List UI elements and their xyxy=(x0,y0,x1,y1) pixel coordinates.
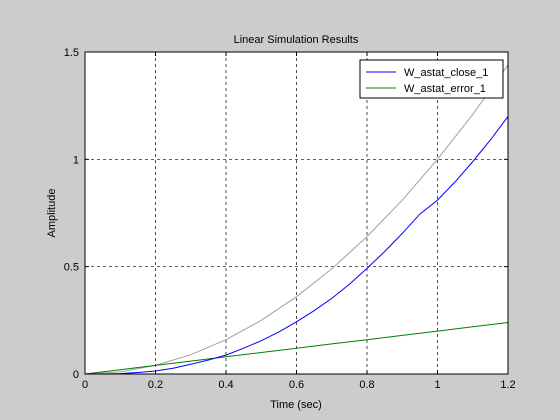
x-tick-label: 0.2 xyxy=(148,379,163,391)
x-tick-label: 0.8 xyxy=(359,379,374,391)
y-tick-label: 1 xyxy=(73,154,79,166)
y-tick-label: 0 xyxy=(73,369,79,381)
x-tick-label: 1 xyxy=(434,379,440,391)
y-axis-label: Amplitude xyxy=(46,189,58,238)
x-axis-label: Time (sec) xyxy=(270,399,322,411)
y-tick-label: 1.5 xyxy=(64,47,79,59)
x-tick-label: 0 xyxy=(82,379,88,391)
chart-title: Linear Simulation Results xyxy=(234,34,359,46)
legend-entry: W_astat_error_1 xyxy=(404,83,486,95)
legend-entry: W_astat_close_1 xyxy=(404,67,488,79)
x-tick-label: 1.2 xyxy=(500,379,515,391)
plot-background xyxy=(85,52,508,374)
ticks: 0 0.2 0.4 0.6 0.8 1 1.2 0 0.5 1 1.5 xyxy=(64,47,516,391)
y-tick-label: 0.5 xyxy=(64,262,79,274)
grid xyxy=(85,52,508,374)
legend-box xyxy=(359,59,504,99)
legend: W_astat_close_1 W_astat_error_1 xyxy=(359,59,504,99)
series-line-1 xyxy=(84,322,509,375)
x-tick-label: 0.6 xyxy=(289,379,304,391)
x-tick-label: 0.4 xyxy=(218,379,233,391)
